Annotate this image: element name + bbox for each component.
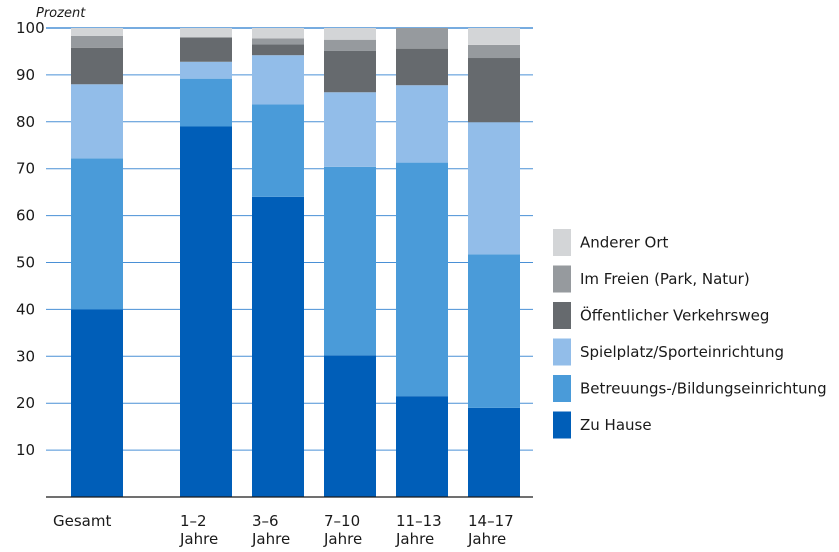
x-category-labels: Gesamt 1–2Jahre3–6Jahre7–10Jahre11–13Jahr… bbox=[53, 512, 514, 548]
bar-segment bbox=[252, 104, 304, 197]
bar-segment bbox=[71, 28, 123, 36]
bar-segment bbox=[396, 162, 448, 397]
y-tick-label: 60 bbox=[16, 207, 35, 225]
x-category-label: Jahre bbox=[179, 530, 218, 548]
bar-segment bbox=[71, 84, 123, 159]
bar-segment bbox=[468, 28, 520, 45]
x-category-label: 11–13 bbox=[396, 512, 442, 530]
bar-segment bbox=[396, 396, 448, 497]
bar-segment bbox=[324, 166, 376, 356]
x-category-label: Jahre bbox=[395, 530, 434, 548]
legend-swatch bbox=[553, 411, 571, 439]
x-category-label: 3–6 bbox=[252, 512, 279, 530]
legend-label: Spielplatz/Sporteinrichtung bbox=[580, 343, 784, 361]
x-category-label: Jahre bbox=[323, 530, 362, 548]
bar-segment bbox=[71, 35, 123, 48]
bar-segment bbox=[468, 122, 520, 255]
bar-segment bbox=[396, 85, 448, 163]
x-category-label: Jahre bbox=[467, 530, 506, 548]
y-axis-label: Prozent bbox=[36, 6, 86, 21]
y-tick-label: 10 bbox=[16, 441, 35, 459]
bar-segment bbox=[396, 48, 448, 86]
bar-segment bbox=[468, 58, 520, 123]
legend-swatch bbox=[553, 229, 571, 256]
bar-segment bbox=[180, 78, 232, 127]
bar-segment bbox=[468, 254, 520, 408]
bar-segment bbox=[71, 309, 123, 497]
y-tick-label: 100 bbox=[16, 19, 45, 37]
legend-label: Anderer Ort bbox=[580, 234, 668, 252]
legend-label: Zu Hause bbox=[580, 416, 652, 434]
legend-swatch bbox=[553, 302, 571, 329]
y-tick-label: 50 bbox=[16, 254, 35, 272]
bar-segment bbox=[252, 38, 304, 45]
x-category-label: 14–17 bbox=[468, 512, 514, 530]
bars bbox=[71, 28, 520, 498]
y-tick-label: 20 bbox=[16, 394, 35, 412]
bar-segment bbox=[252, 55, 304, 105]
legend-swatch bbox=[553, 265, 571, 293]
bar-segment bbox=[324, 50, 376, 93]
legend: Anderer Ort Im Freien (Park, Natur) Öffent… bbox=[553, 229, 827, 439]
bar-segment bbox=[324, 355, 376, 497]
bar-segment bbox=[252, 28, 304, 39]
y-tick-labels: 10 20 30 40 50 60 70 80 90 100 bbox=[16, 19, 45, 459]
y-tick-label: 90 bbox=[16, 66, 35, 84]
bar-segment bbox=[71, 158, 123, 310]
y-tick-label: 30 bbox=[16, 347, 35, 365]
x-category-label: 7–10 bbox=[324, 512, 360, 530]
y-tick-label: 40 bbox=[16, 300, 35, 318]
bar-segment bbox=[468, 44, 520, 59]
legend-swatch bbox=[553, 338, 571, 366]
bar-segment bbox=[180, 126, 232, 498]
legend-label: Betreuungs-/Bildungseinrichtung bbox=[580, 380, 827, 398]
bar-segment bbox=[252, 196, 304, 497]
x-category-label: 1–2 bbox=[180, 512, 207, 530]
bar-segment bbox=[180, 61, 232, 79]
bar-segment bbox=[71, 47, 123, 85]
bar-segment bbox=[252, 44, 304, 56]
bar-segment bbox=[180, 37, 232, 62]
bar-segment bbox=[468, 407, 520, 497]
bar-segment bbox=[324, 28, 376, 40]
legend-label: Im Freien (Park, Natur) bbox=[580, 270, 750, 288]
legend-swatch bbox=[553, 375, 571, 402]
x-category-label: Jahre bbox=[251, 530, 290, 548]
y-tick-label: 70 bbox=[16, 160, 35, 178]
bar-segment bbox=[324, 39, 376, 51]
y-tick-label: 80 bbox=[16, 113, 35, 131]
legend-label: Öffentlicher Verkehrsweg bbox=[580, 306, 769, 325]
bar-segment bbox=[396, 28, 448, 49]
bar-segment bbox=[324, 92, 376, 167]
x-category-label: Gesamt bbox=[53, 512, 111, 530]
bar-segment bbox=[180, 28, 232, 38]
